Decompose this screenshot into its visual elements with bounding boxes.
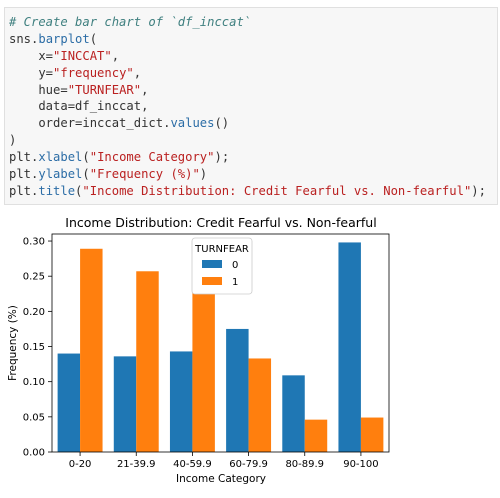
- bar-80-89.9-turnfear-1: [304, 419, 328, 452]
- bar-60-79.9-turnfear-0: [226, 328, 249, 452]
- code-token: xlabel: [38, 150, 83, 165]
- code-token: x=: [9, 48, 54, 63]
- bar-60-79.9-turnfear-1: [248, 358, 272, 452]
- code-token: sns.: [9, 31, 39, 46]
- code-token: ): [199, 167, 208, 182]
- bar-80-89.9-turnfear-0: [282, 375, 305, 452]
- legend-label-1: 1: [232, 277, 238, 288]
- code-token: "INCCAT": [53, 48, 112, 63]
- code-token: order=inccat_dict.: [9, 116, 171, 131]
- bar-0-20-turnfear-1: [80, 248, 103, 452]
- code-token: ylabel: [38, 167, 83, 182]
- code-cell[interactable]: # Create bar chart of `df_inccat` sns.bar…: [4, 7, 498, 205]
- code-token: title: [38, 183, 76, 198]
- code-token: "TURNFEAR": [67, 82, 142, 97]
- code-token: ,: [141, 82, 149, 97]
- legend-swatch-0: [202, 260, 222, 268]
- code-token: hue=: [9, 82, 68, 97]
- code-line: plt.title("Income Distribution: Credit F…: [9, 183, 497, 200]
- y-axis-label: Frequency (%): [7, 305, 19, 381]
- plot-frame: [51, 233, 390, 453]
- legend-title: TURNFEAR: [194, 244, 249, 255]
- bar-40-59.9-turnfear-0: [169, 351, 193, 452]
- legend-label-0: 0: [232, 260, 238, 271]
- code-token: (: [82, 167, 90, 182]
- code-token: barplot: [38, 31, 90, 46]
- code-token: (): [214, 116, 230, 131]
- code-token: );: [214, 150, 230, 165]
- code-token: y=: [9, 65, 54, 80]
- bar-90-100-turnfear-1: [360, 417, 384, 452]
- code-token: "Income Category": [89, 150, 215, 165]
- bar-0-20-turnfear-0: [57, 353, 81, 452]
- y-tick-label: 0.05: [23, 412, 45, 423]
- code-token: plt.: [9, 150, 39, 165]
- y-tick-label: 0.00: [23, 448, 45, 459]
- y-tick-label: 0.30: [23, 237, 45, 248]
- code-token: ,: [111, 48, 120, 63]
- code-token: );: [471, 183, 486, 198]
- x-tick-label: 0-20: [69, 459, 92, 470]
- code-line: hue="TURNFEAR",: [9, 82, 497, 99]
- code-token: (: [89, 31, 98, 46]
- chart-title: Income Distribution: Credit Fearful vs. …: [65, 215, 376, 230]
- code-token: # Create bar chart of `df_inccat`: [9, 15, 252, 29]
- code-line: # Create bar chart of `df_inccat`: [9, 14, 497, 31]
- code-token: ,: [133, 65, 142, 80]
- x-tick-label: 21-39.9: [117, 459, 156, 470]
- bar-90-100-turnfear-0: [338, 242, 361, 452]
- code-token: data=df_inccat,: [9, 99, 149, 114]
- bar-40-59.9-turnfear-1: [192, 290, 215, 452]
- legend: TURNFEAR 0 1: [191, 237, 253, 295]
- x-tick-label: 60-79.9: [229, 459, 268, 470]
- y-tick-label: 0.25: [23, 272, 45, 283]
- chart-output: Income Distribution: Credit Fearful vs. …: [0, 208, 500, 493]
- y-tick-label: 0.10: [23, 377, 45, 388]
- y-tick-label: 0.15: [23, 342, 45, 353]
- legend-swatch-1: [202, 277, 222, 285]
- code-token: (: [75, 183, 83, 198]
- bar-chart: Income Distribution: Credit Fearful vs. …: [7, 215, 390, 485]
- code-line: order=inccat_dict.values(): [9, 115, 497, 132]
- x-tick-label: 80-89.9: [285, 459, 324, 470]
- code-token: plt.: [9, 183, 39, 198]
- y-tick-label: 0.20: [23, 307, 45, 318]
- code-line: x="INCCAT",: [9, 48, 497, 65]
- code-line: plt.ylabel("Frequency (%)"): [9, 166, 497, 183]
- code-token: plt.: [9, 167, 39, 182]
- code-token: "Income Distribution: Credit Fearful vs.…: [82, 183, 472, 198]
- code-token: "Frequency (%)": [89, 167, 200, 182]
- code-line: data=df_inccat,: [9, 98, 497, 115]
- code-line: plt.xlabel("Income Category");: [9, 149, 497, 166]
- code-token: values: [170, 116, 215, 131]
- code-line: y="frequency",: [9, 65, 497, 82]
- code-token: "frequency": [53, 65, 134, 80]
- bar-21-39.9-turnfear-1: [136, 271, 159, 452]
- code-line: sns.barplot(: [9, 31, 497, 48]
- x-axis-label: Income Category: [176, 473, 266, 485]
- code-token: ): [9, 133, 17, 148]
- x-tick-label: 40-59.9: [173, 459, 212, 470]
- bar-21-39.9-turnfear-0: [113, 356, 137, 452]
- code-token: (: [82, 150, 90, 165]
- x-tick-label: 90-100: [343, 459, 378, 470]
- code-line: ): [9, 132, 497, 149]
